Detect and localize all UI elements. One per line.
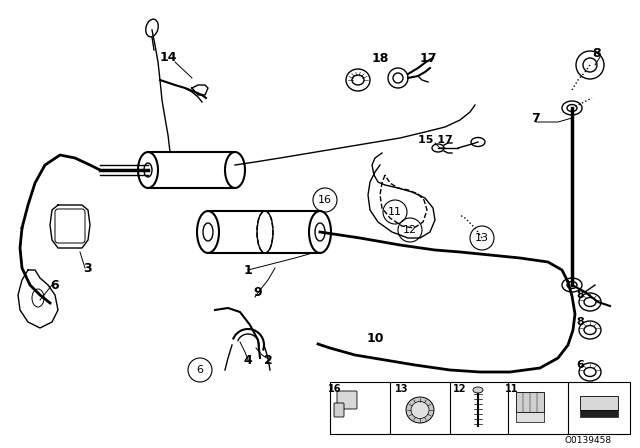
FancyBboxPatch shape	[334, 403, 344, 417]
Text: 3: 3	[84, 262, 92, 275]
Text: 8: 8	[576, 290, 584, 300]
Ellipse shape	[406, 397, 434, 423]
Text: 6: 6	[576, 360, 584, 370]
Bar	[516, 392, 544, 412]
Text: 8: 8	[593, 47, 602, 60]
Bar	[330, 382, 630, 434]
Text: 12: 12	[453, 384, 467, 394]
Text: 4: 4	[244, 353, 252, 366]
Text: 14: 14	[159, 51, 177, 64]
Text: 11: 11	[388, 207, 402, 217]
Text: 15 17: 15 17	[418, 135, 452, 145]
Bar	[580, 410, 618, 417]
Text: 16: 16	[328, 384, 342, 394]
Text: 16: 16	[318, 195, 332, 205]
Ellipse shape	[411, 401, 429, 418]
Text: 2: 2	[264, 353, 273, 366]
Text: 12: 12	[403, 225, 417, 235]
Text: 6: 6	[196, 365, 204, 375]
FancyBboxPatch shape	[337, 391, 357, 409]
Ellipse shape	[473, 387, 483, 393]
Text: 8: 8	[576, 317, 584, 327]
Text: 10: 10	[366, 332, 384, 345]
Text: 18: 18	[371, 52, 388, 65]
Bar	[516, 412, 544, 422]
Text: 1: 1	[244, 263, 252, 276]
Text: 6: 6	[51, 279, 60, 292]
Text: 9: 9	[253, 285, 262, 298]
Text: O0139458: O0139458	[565, 435, 612, 444]
Text: 11: 11	[505, 384, 519, 394]
Text: 13: 13	[396, 384, 409, 394]
Bar	[580, 396, 618, 410]
Text: 13: 13	[475, 233, 489, 243]
Text: 17: 17	[419, 52, 436, 65]
Text: 7: 7	[532, 112, 540, 125]
